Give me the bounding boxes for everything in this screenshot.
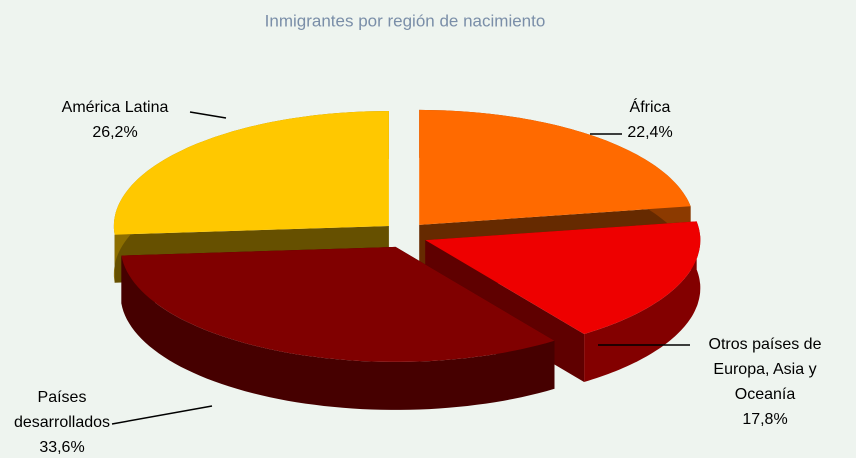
value-label: 17,8% [742,411,787,428]
slice [425,221,701,334]
slice [121,246,555,362]
chart-title: Inmigrantes por región de nacimiento [265,11,546,30]
leader-line [111,405,213,425]
slice-side [121,255,555,410]
slice-label: Países desarrollados [14,389,110,431]
leader-line [189,111,227,119]
value-label: 22,4% [627,124,672,141]
value-label: 26,2% [92,124,137,141]
value-label: 33,6% [39,439,84,456]
slice-label: Otros países de Europa, Asia y Oceanía [709,336,822,403]
slice-label: América Latina [62,99,169,116]
slice [419,109,691,225]
slice-side [584,221,701,382]
slice-label: África [630,97,671,116]
slice [113,111,389,235]
